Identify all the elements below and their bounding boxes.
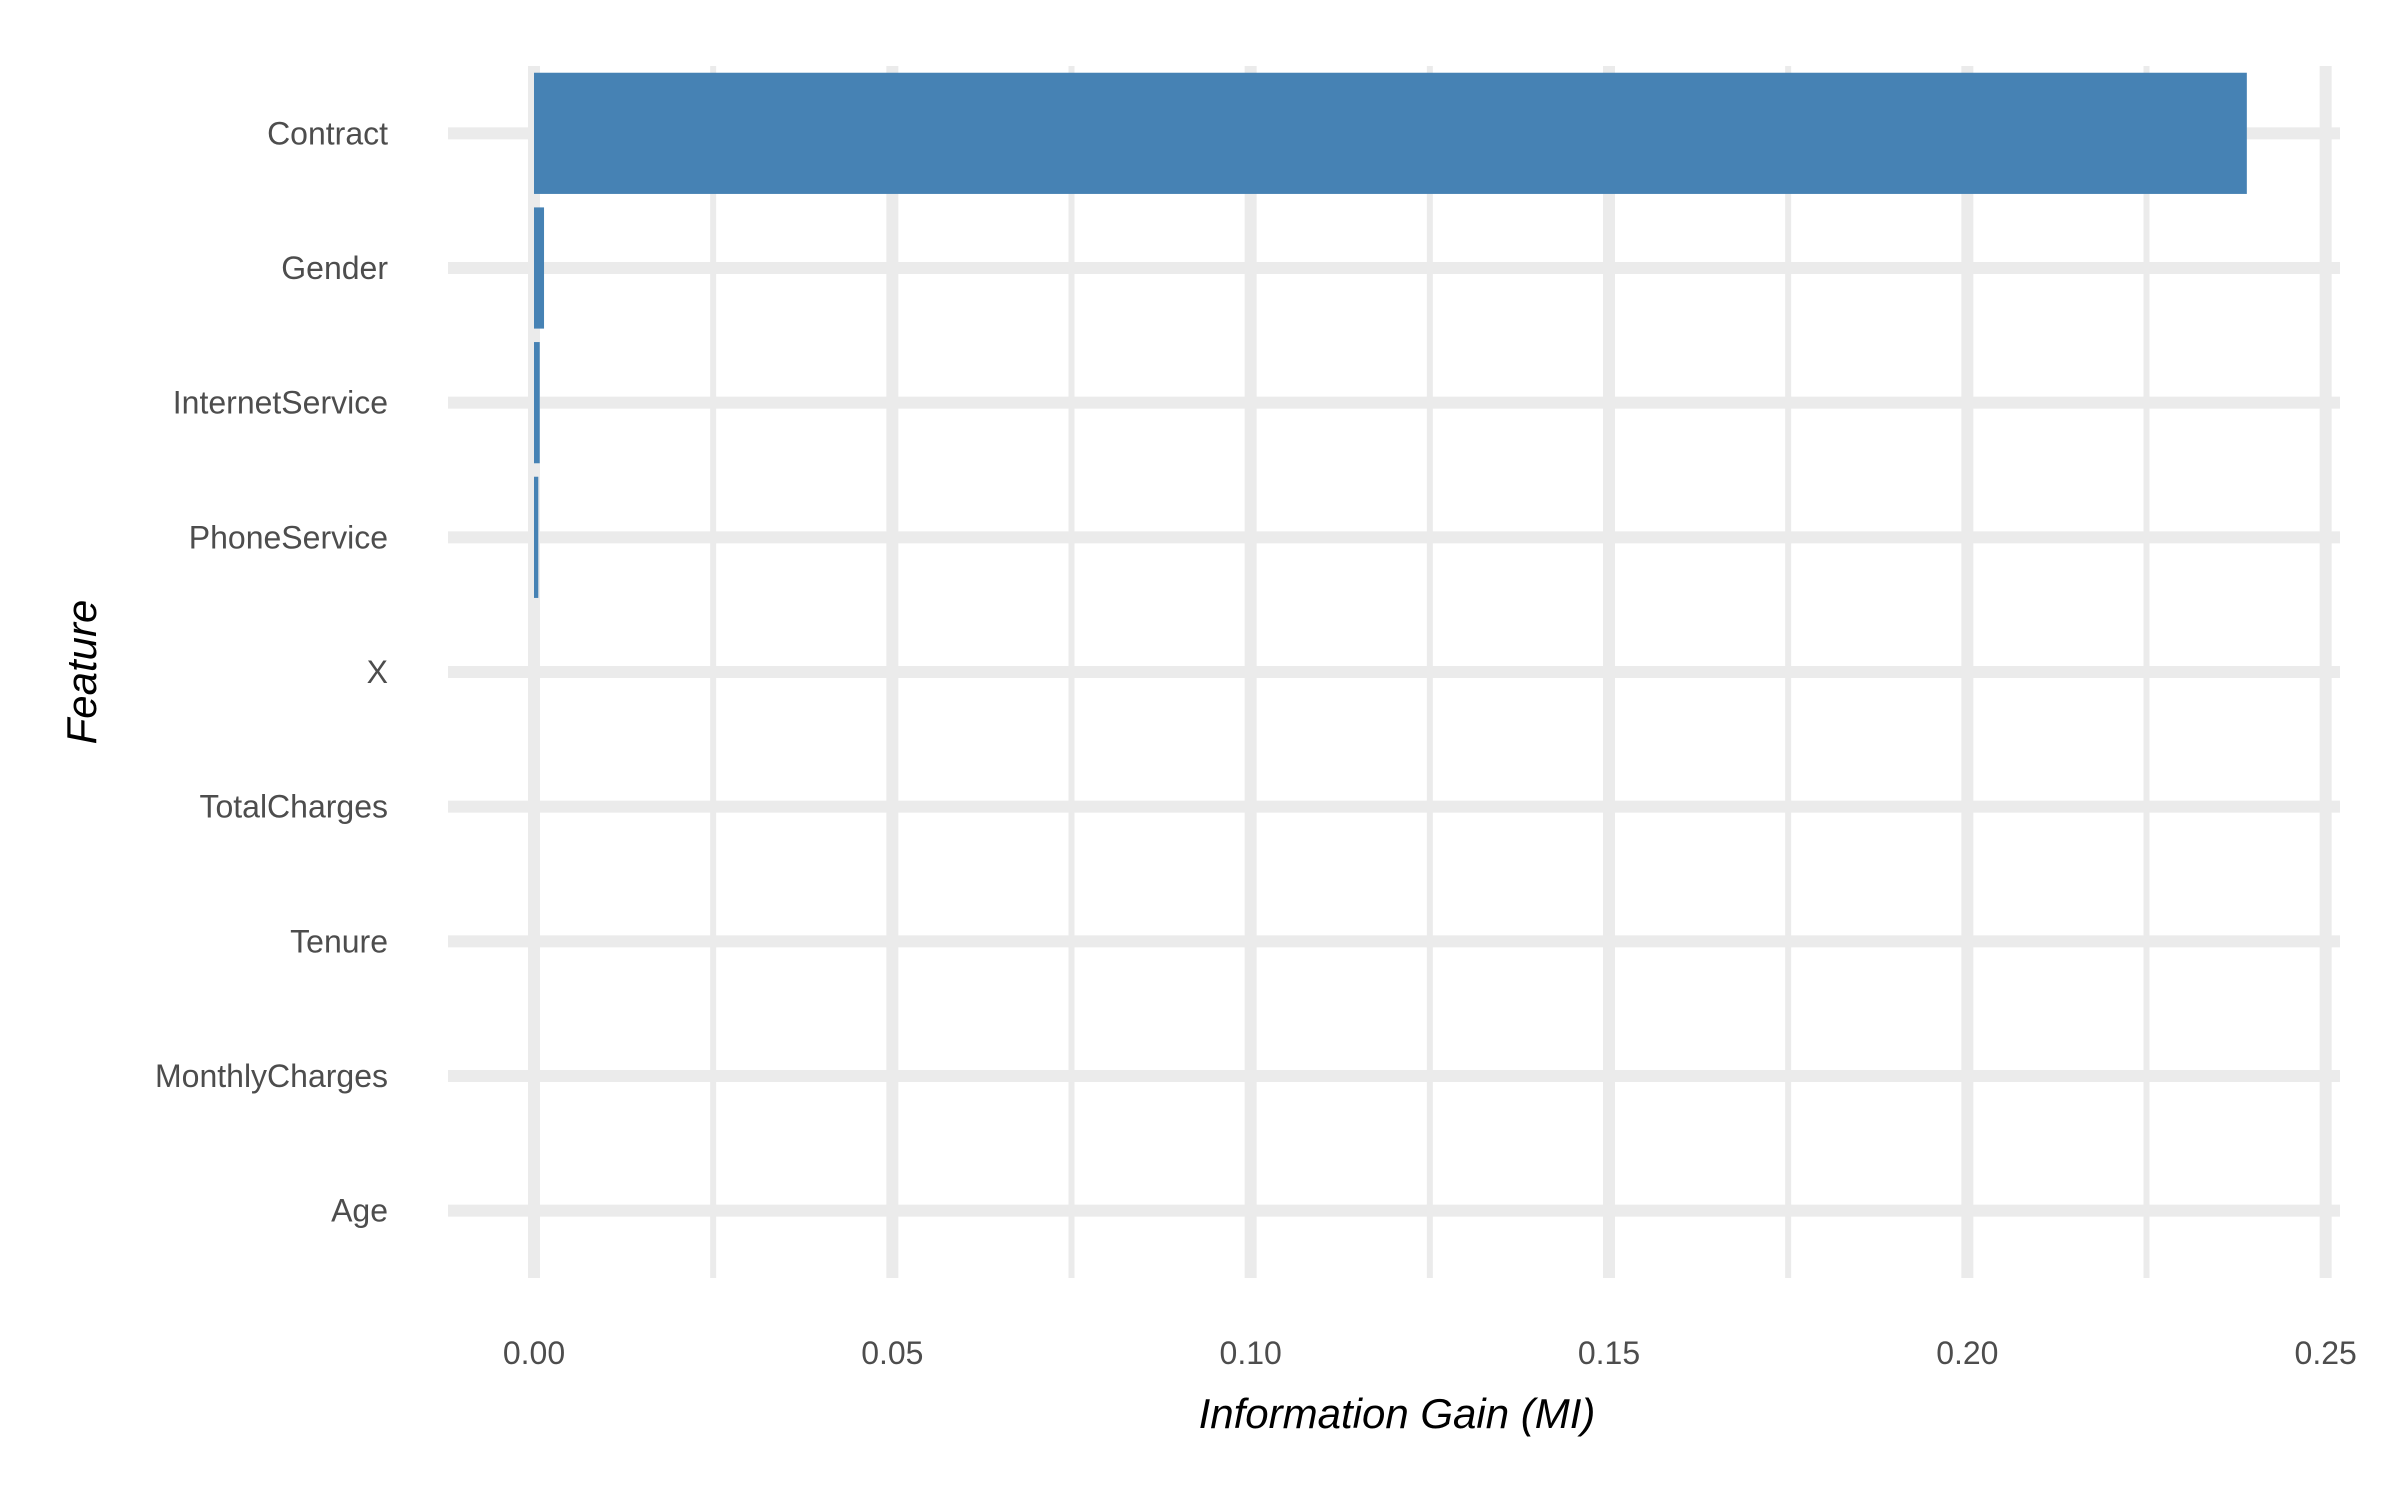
y-tick-label: X bbox=[367, 654, 388, 690]
y-tick-label: Contract bbox=[267, 115, 388, 151]
x-tick-label: 0.10 bbox=[1220, 1335, 1282, 1371]
x-tick-labels: 0.00 0.05 0.10 0.15 0.20 0.25 bbox=[503, 1335, 2357, 1371]
x-tick-label: 0.25 bbox=[2295, 1335, 2357, 1371]
y-axis-title: Feature bbox=[58, 600, 105, 745]
y-tick-label: PhoneService bbox=[189, 519, 388, 555]
x-tick-label: 0.00 bbox=[503, 1335, 565, 1371]
y-tick-label: Gender bbox=[281, 250, 388, 286]
bar-phoneservice bbox=[534, 476, 539, 598]
grid-lines bbox=[448, 66, 2340, 1278]
y-tick-label: TotalCharges bbox=[199, 789, 388, 825]
y-tick-label: Age bbox=[331, 1193, 388, 1229]
x-axis-title: Information Gain (MI) bbox=[1199, 1390, 1596, 1437]
bar-internetservice bbox=[534, 342, 540, 464]
bar-contract bbox=[534, 72, 2247, 194]
y-tick-label: MonthlyCharges bbox=[155, 1058, 388, 1094]
bars bbox=[534, 72, 2247, 598]
bar-gender bbox=[534, 207, 545, 329]
x-tick-label: 0.05 bbox=[861, 1335, 923, 1371]
y-tick-label: Tenure bbox=[290, 923, 388, 959]
y-tick-labels: Contract Gender InternetService PhoneServic… bbox=[155, 115, 388, 1228]
x-tick-label: 0.15 bbox=[1578, 1335, 1640, 1371]
x-tick-label: 0.20 bbox=[1936, 1335, 1998, 1371]
y-tick-label: InternetService bbox=[173, 385, 388, 421]
